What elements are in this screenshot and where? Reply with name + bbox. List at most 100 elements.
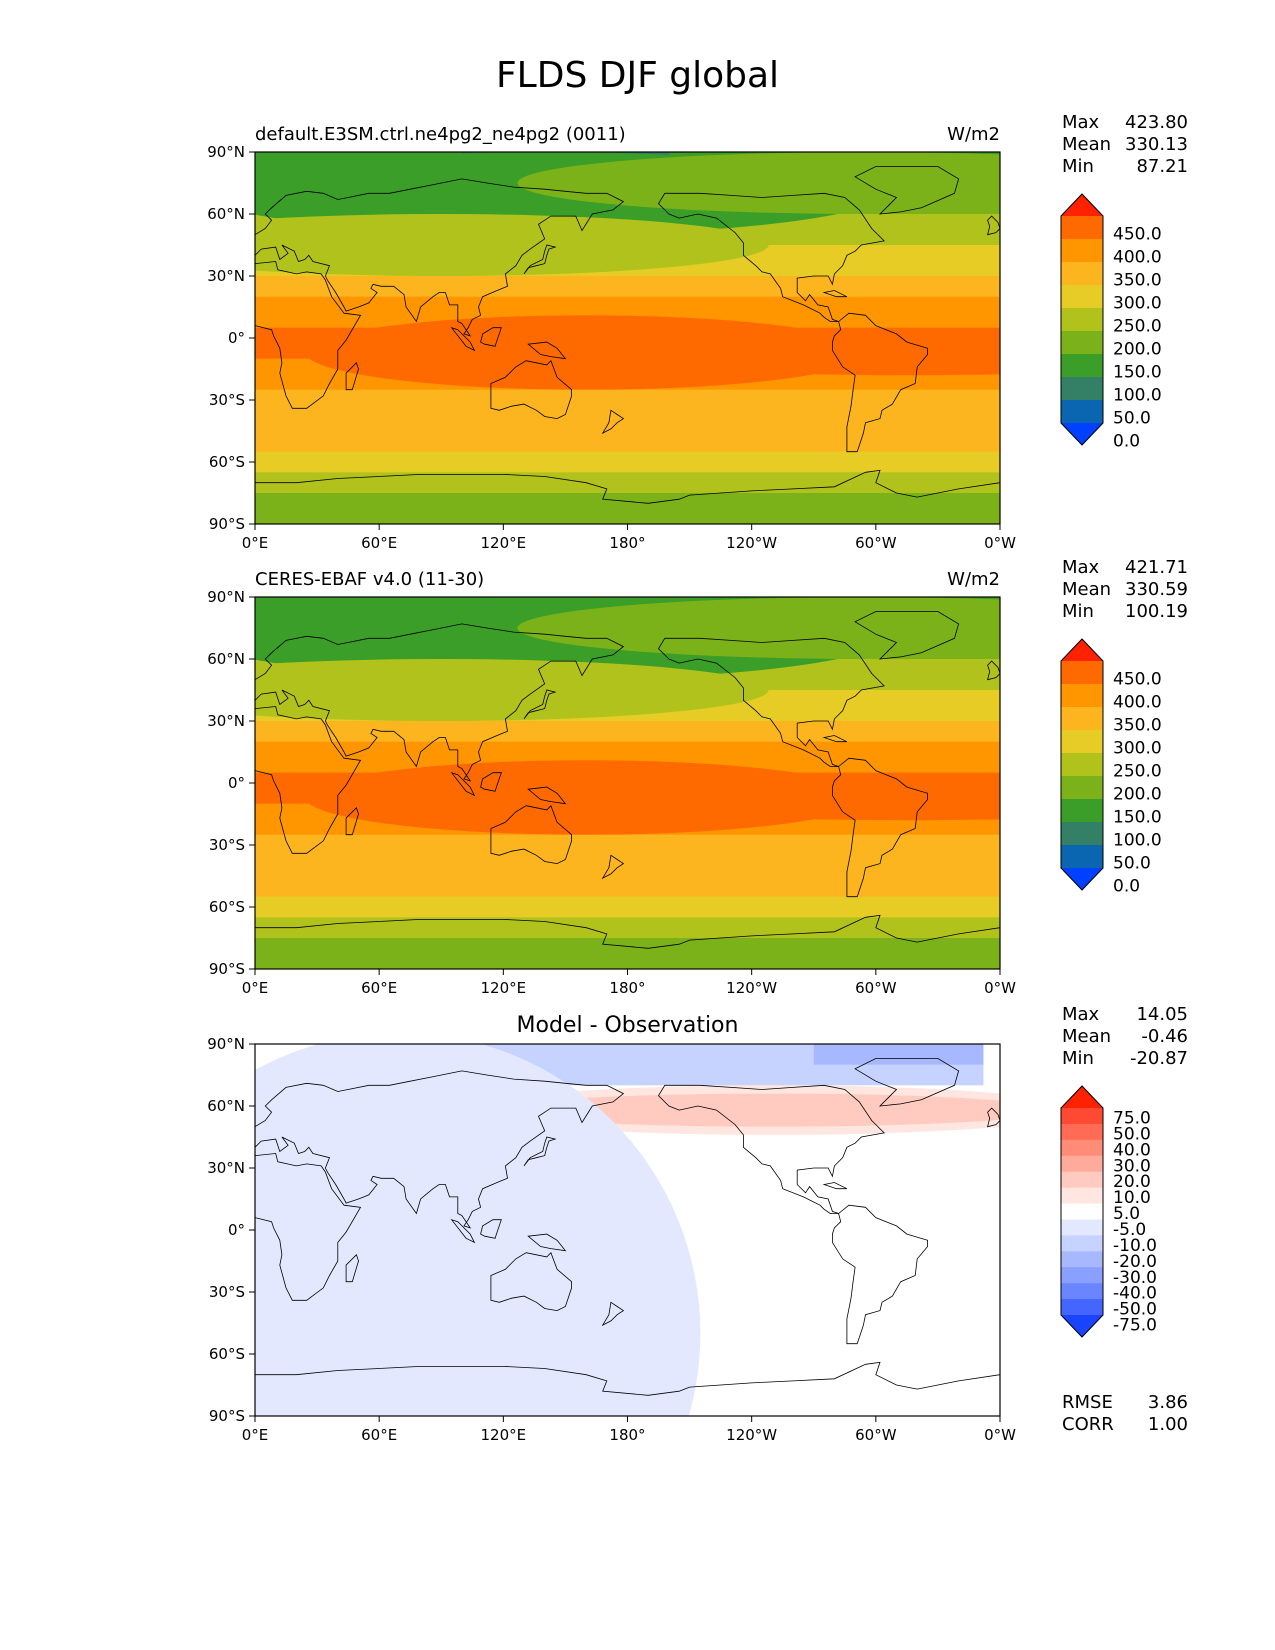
coastline [255,1070,625,1229]
field-band [255,896,1000,918]
colorbar-label: -75.0 [1113,1316,1157,1336]
coastline [527,786,567,805]
lat-tick-label: 60°N [207,650,245,668]
field-band [255,493,1000,524]
colorbar-segment [1061,1299,1103,1316]
lon-tick-label: 180° [609,979,645,997]
coastline [832,757,928,898]
colorbar-segment [1061,1108,1103,1125]
coastline [832,312,928,453]
coastline [987,1107,1000,1128]
coastline [450,1218,476,1244]
field-band [255,451,1000,473]
colorbar-segment [1061,753,1103,777]
lon-tick-label: 0°W [984,534,1016,552]
field-layer [255,1044,1000,1416]
lon-tick-label: 120°W [726,979,777,997]
colorbar-label: 0.0 [1113,876,1140,896]
colorbar-segment [1061,684,1103,708]
coastline [527,341,567,360]
colorbar-label: 100.0 [1113,830,1162,850]
lat-tick-label: 90°N [207,143,245,161]
panel-units: W/m2 [947,569,1000,590]
lat-tick-label: 90°N [207,588,245,606]
coastline [450,771,476,797]
lat-tick-label: 30°S [209,391,245,409]
lon-tick-label: 180° [609,1426,645,1444]
field-canada [517,152,1000,214]
lon-tick-label: 60°W [855,1426,897,1444]
colorbar-segment [1061,1283,1103,1300]
colorbar-label: -20.0 [1113,1252,1157,1272]
colorbar-segment [1061,216,1103,240]
coastline [987,660,1000,681]
coastline [832,1204,928,1345]
lat-tick-label: 90°N [207,1035,245,1053]
colorbar-label: 5.0 [1113,1204,1140,1224]
colorbar-segment [1061,377,1103,401]
coastline [255,706,362,854]
field-warm-amazon [569,778,1000,821]
lon-tick-label: 60°E [361,534,397,552]
colorbar-segment [1061,1171,1103,1189]
coastline [601,409,625,435]
colorbar-label: -50.0 [1113,1300,1157,1320]
colorbar-label: 30.0 [1113,1156,1151,1176]
colorbar-label: 50.0 [1113,1124,1151,1144]
colorbar-segment [1061,1251,1103,1268]
colorbar-segment [1061,400,1103,424]
colorbar-label: 0.0 [1113,431,1140,451]
colorbar-label: -5.0 [1113,1220,1146,1240]
colorbar-outline [1060,193,1104,446]
colorbar-segment [1061,845,1103,869]
stat-label-corr: CORR [1062,1414,1114,1435]
coastline [657,1084,885,1214]
colorbar-segment [1061,822,1103,846]
stat-label-min: Min [1062,1048,1094,1069]
colorbar-segment [1061,331,1103,355]
field-band [255,276,1000,298]
colorbar-label: 20.0 [1113,1172,1151,1192]
stat-label-mean: Mean [1062,134,1111,155]
field-band [255,472,1000,494]
colorbar-extend-max [1061,194,1103,216]
stat-label-mean: Mean [1062,579,1111,600]
lon-tick-label: 120°W [726,1426,777,1444]
colorbar-label: 350.0 [1113,715,1162,735]
lat-tick-label: 90°S [209,960,245,978]
panel-left-title: CERES-EBAF v4.0 (11-30) [255,569,484,590]
colorbar-label: 300.0 [1113,293,1162,313]
colorbar-label: 10.0 [1113,1188,1151,1208]
colorbar-label: 450.0 [1113,224,1162,244]
coastline [480,1219,502,1239]
colorbar-extend-min [1061,1315,1103,1337]
colorbar-segment [1061,1123,1103,1141]
field-south-indian-negative [255,1044,701,1416]
lon-tick-label: 60°E [361,979,397,997]
field-canada [517,597,1000,659]
colorbar-segment [1061,1139,1103,1157]
coastline [345,807,359,836]
reference-panel: 90°N 60°N 30°N 0° 30°S 60°S 90°S 0°E 60°E 120°E 18… [0,555,1275,1025]
coastline [854,611,960,660]
colorbar-segment [1061,285,1103,309]
panel-center-title: Model - Observation [517,1013,739,1038]
colorbar-segment [1061,1203,1103,1220]
colorbar-label: 350.0 [1113,270,1162,290]
colorbar-label: 450.0 [1113,669,1162,689]
colorbar-segment [1061,1235,1103,1252]
coastline [480,772,502,792]
coastline [822,735,848,743]
colorbar-label: 100.0 [1113,385,1162,405]
lon-tick-label: 120°E [481,534,527,552]
lat-tick-label: 30°S [209,836,245,854]
lat-tick-label: 30°S [209,1283,245,1301]
coastline [523,244,557,275]
field-band [255,721,1000,743]
coastline [255,914,1000,969]
coastline [255,1153,362,1301]
coastline [490,804,572,865]
colorbar-label: 40.0 [1113,1140,1151,1160]
coastline [657,192,885,322]
difference-panel: 90°N 60°N 30°N 0° 30°S 60°S 90°S 0°E 60°E 120°E 18… [0,1002,1275,1472]
